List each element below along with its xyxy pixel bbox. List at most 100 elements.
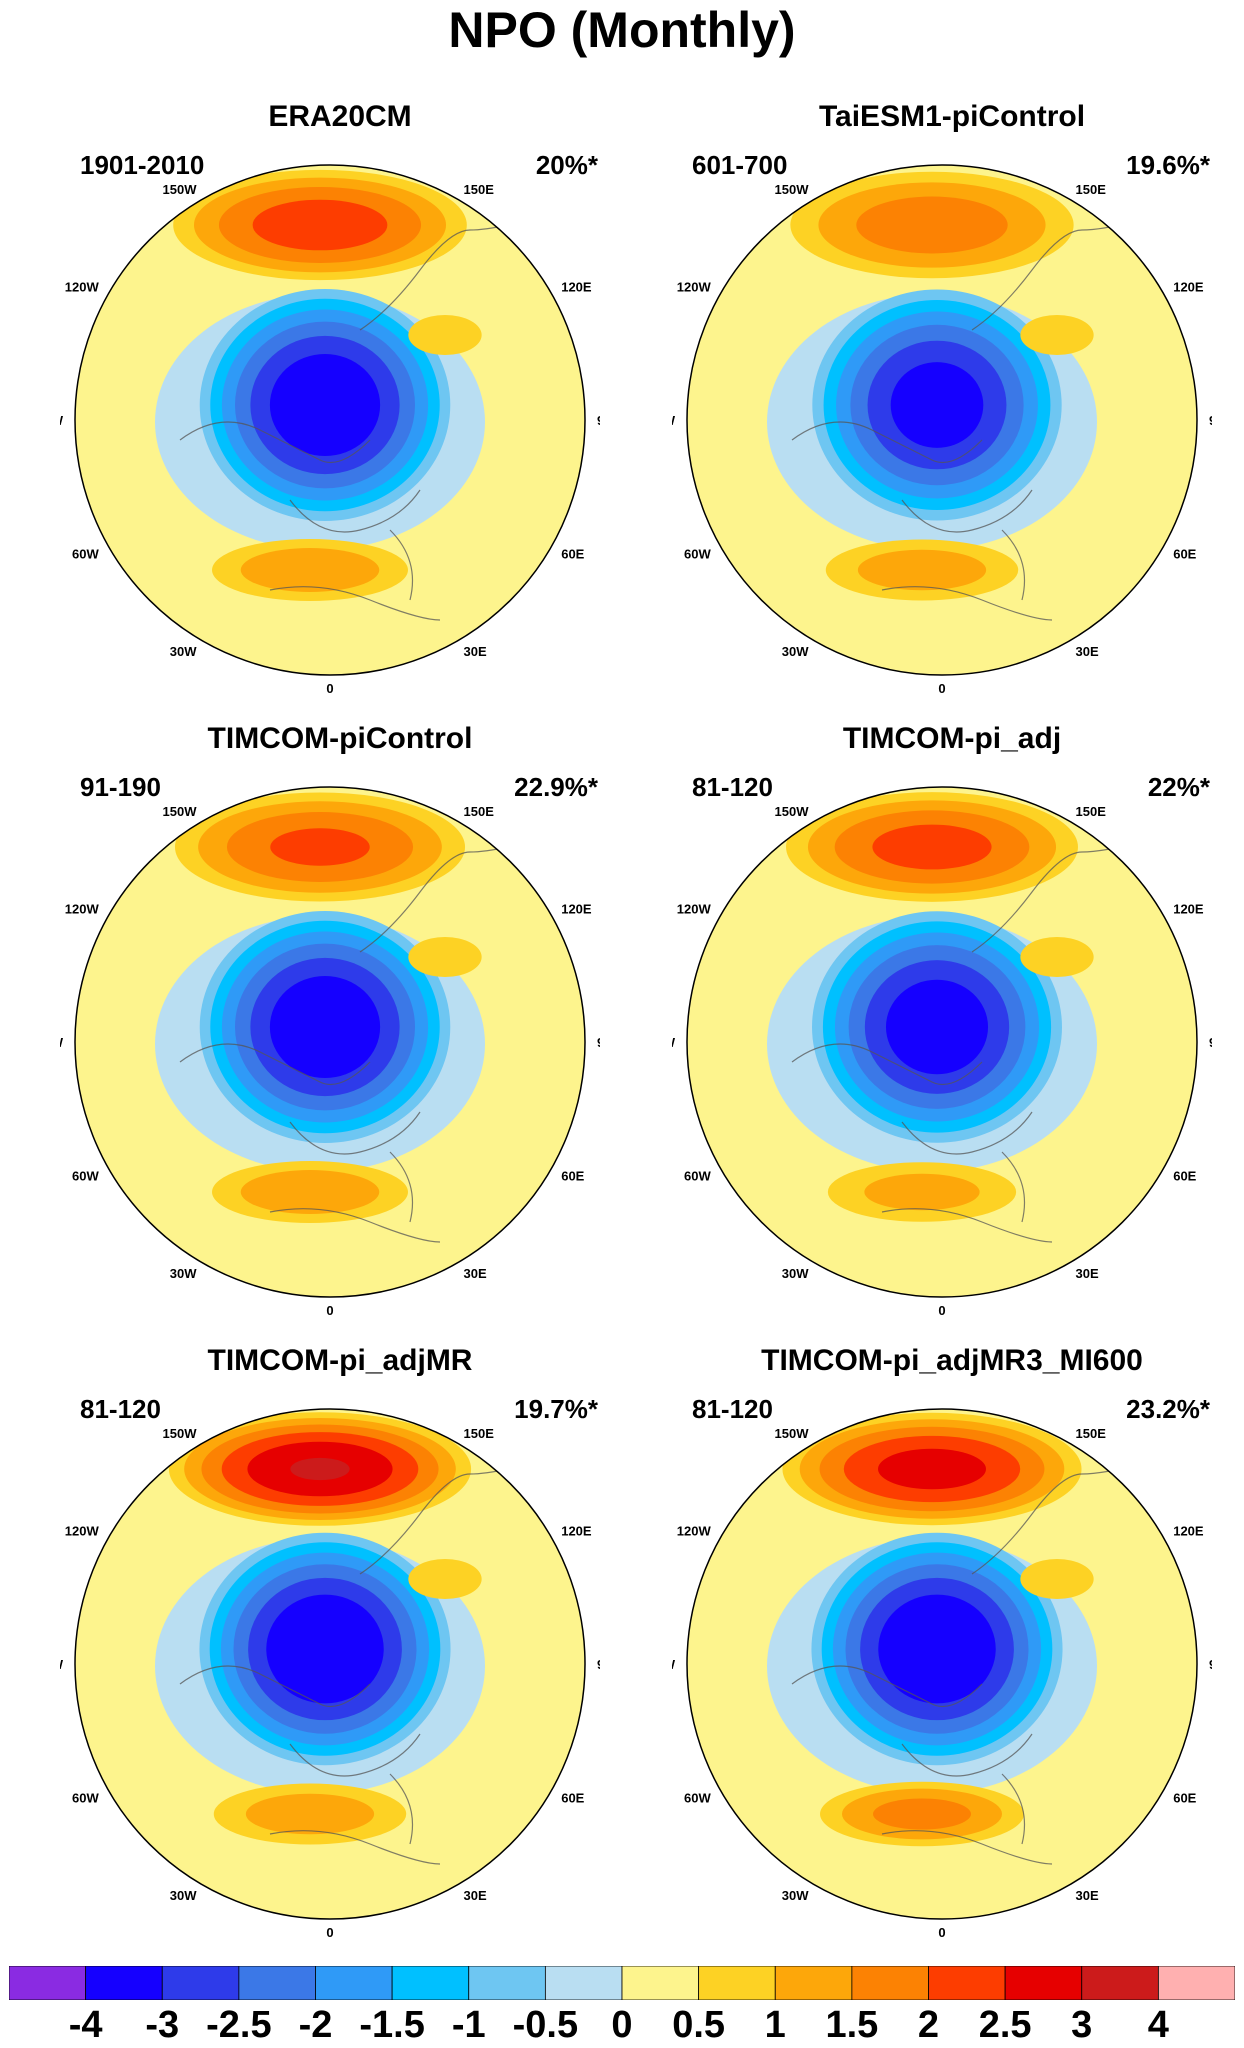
- lon-label: 60E: [561, 1169, 584, 1184]
- coastline: [791, 1665, 983, 1708]
- lon-label: 120E: [561, 280, 592, 295]
- coastline: [901, 1733, 1033, 1777]
- coastline: [269, 1830, 441, 1865]
- colorbar-tick-label: 2.5: [978, 2004, 1032, 2046]
- lon-label: 150E: [464, 1426, 495, 1441]
- colorbar-swatch: [85, 1966, 163, 2000]
- atlantic-high-contour: [873, 1798, 971, 1830]
- colorbar-swatch: [774, 1966, 853, 2000]
- atlantic-high-contour: [857, 549, 987, 591]
- north-pacific-high-contour: [872, 824, 992, 870]
- lon-label: 60W: [684, 1791, 711, 1806]
- panel-variance: 19.6%*: [1126, 150, 1210, 180]
- lon-label: 60W: [72, 547, 99, 562]
- panel-title: TIMCOM-pi_adjMR: [207, 1344, 473, 1377]
- lon-label: 30E: [464, 644, 487, 659]
- atlantic-high-contour: [240, 548, 380, 592]
- lon-label: 90W: [60, 1035, 64, 1050]
- east-asia-high-contour: [408, 937, 482, 977]
- colorbar-swatch: [1081, 1966, 1159, 2000]
- colorbar-swatch: [928, 1966, 1006, 2000]
- lon-label: 0: [326, 681, 333, 696]
- coastline: [1001, 1151, 1026, 1223]
- coastline: [1001, 1773, 1026, 1845]
- north-pacific-high-contour: [856, 196, 1008, 254]
- map-border: [686, 1408, 1198, 1920]
- atlantic-high-contour: [245, 1793, 375, 1835]
- lon-label: 120E: [1173, 1524, 1204, 1539]
- lon-label: 60E: [1173, 1169, 1196, 1184]
- coastline: [179, 421, 371, 464]
- colorbar-tick-label: 0: [611, 2004, 633, 2046]
- lon-label: 180: [931, 160, 953, 162]
- colorbar-tick-label: -3: [145, 2004, 180, 2046]
- colorbar-tick-label: -4: [68, 2004, 103, 2046]
- colorbar: [9, 1966, 1235, 2000]
- lon-label: 180: [319, 782, 341, 784]
- colorbar-tick-label: -1: [451, 2004, 486, 2046]
- colorbar-swatch: [851, 1966, 929, 2000]
- colorbar-swatch: [1157, 1966, 1235, 2000]
- lon-label: 180: [319, 1404, 341, 1406]
- panel-period: 81-120: [692, 1394, 773, 1424]
- coastline: [791, 421, 983, 464]
- lon-label: 120W: [65, 902, 100, 917]
- lon-label: 120W: [677, 1524, 712, 1539]
- lon-label: 120E: [1173, 280, 1204, 295]
- colorbar-swatch: [621, 1966, 700, 2000]
- panel-variance: 22.9%*: [514, 772, 598, 802]
- lon-label: 60W: [684, 1169, 711, 1184]
- panel-variance: 19.7%*: [514, 1394, 598, 1424]
- lon-label: 60W: [684, 547, 711, 562]
- lon-label: 120W: [65, 280, 100, 295]
- panel-variance: 20%*: [535, 150, 598, 180]
- atlantic-high-contour: [864, 1173, 980, 1211]
- lon-label: 150E: [464, 182, 495, 197]
- polar-map: 180 150E 120E 90E 60E 30E 0 30W 60W 90W 120W 150W: [672, 1404, 1212, 1940]
- coastline: [289, 1733, 421, 1777]
- lon-label: 0: [938, 1303, 945, 1318]
- colorbar-swatch: [161, 1966, 240, 2000]
- north-pacific-high-contour: [270, 828, 370, 866]
- lon-label: 90E: [1209, 1035, 1212, 1050]
- lon-label: 150W: [163, 182, 198, 197]
- colorbar-labels: -4 -3 -2.5 -2 -1.5 -1 -0.5 0 0.5 1 1.5 2 2.5 3 4: [0, 2004, 1244, 2048]
- lon-label: 0: [326, 1925, 333, 1940]
- coastline: [881, 1208, 1053, 1243]
- polar-map: 180 150E 120E 90E 60E 30E 0 30W 60W 90W 120W 150W: [60, 782, 600, 1318]
- lon-label: 150W: [775, 804, 810, 819]
- east-asia-high-contour: [1020, 1559, 1094, 1599]
- arctic-low-contour: [269, 353, 381, 457]
- east-asia-high-contour: [1020, 315, 1094, 355]
- colorbar-swatch: [391, 1966, 470, 2000]
- north-pacific-high-contour: [877, 1448, 987, 1490]
- arctic-low-contour: [890, 362, 984, 448]
- polar-map: 180 150E 120E 90E 60E 30E 0 30W 60W 90W 120W 150W: [60, 1404, 600, 1940]
- lon-label: 90E: [1209, 1657, 1212, 1672]
- panel-title: TIMCOM-pi_adj: [842, 722, 1062, 755]
- panel-title: TIMCOM-piControl: [207, 722, 473, 755]
- colorbar-tick-label: -0.5: [512, 2004, 579, 2046]
- coastline: [359, 1463, 531, 1575]
- colorbar-tick-label: -2: [298, 2004, 333, 2046]
- coastline: [881, 586, 1053, 621]
- lon-label: 90E: [597, 413, 600, 428]
- lon-label: 60E: [561, 547, 584, 562]
- panel-period: 601-700: [692, 150, 788, 180]
- colorbar-swatch: [238, 1966, 316, 2000]
- lon-label: 0: [938, 681, 945, 696]
- lon-label: 30W: [170, 1888, 197, 1903]
- lon-label: 150W: [163, 804, 198, 819]
- atlantic-high-contour: [240, 1170, 380, 1214]
- colorbar-tick-label: 2: [917, 2004, 940, 2046]
- colorbar-tick-label: 3: [1071, 2004, 1093, 2046]
- lon-label: 60W: [72, 1791, 99, 1806]
- lon-label: 120W: [677, 902, 712, 917]
- lon-label: 0: [326, 1303, 333, 1318]
- panel-title: ERA20CM: [268, 100, 412, 133]
- map-panel: TIMCOM-pi_adjMR 81-120 19.7%* 180 150E 120E 90…: [60, 1344, 620, 1954]
- arctic-low-contour: [885, 979, 989, 1075]
- lon-label: 30E: [464, 1888, 487, 1903]
- lon-label: 0: [938, 1925, 945, 1940]
- colorbar-tick-label: -1.5: [359, 2004, 425, 2046]
